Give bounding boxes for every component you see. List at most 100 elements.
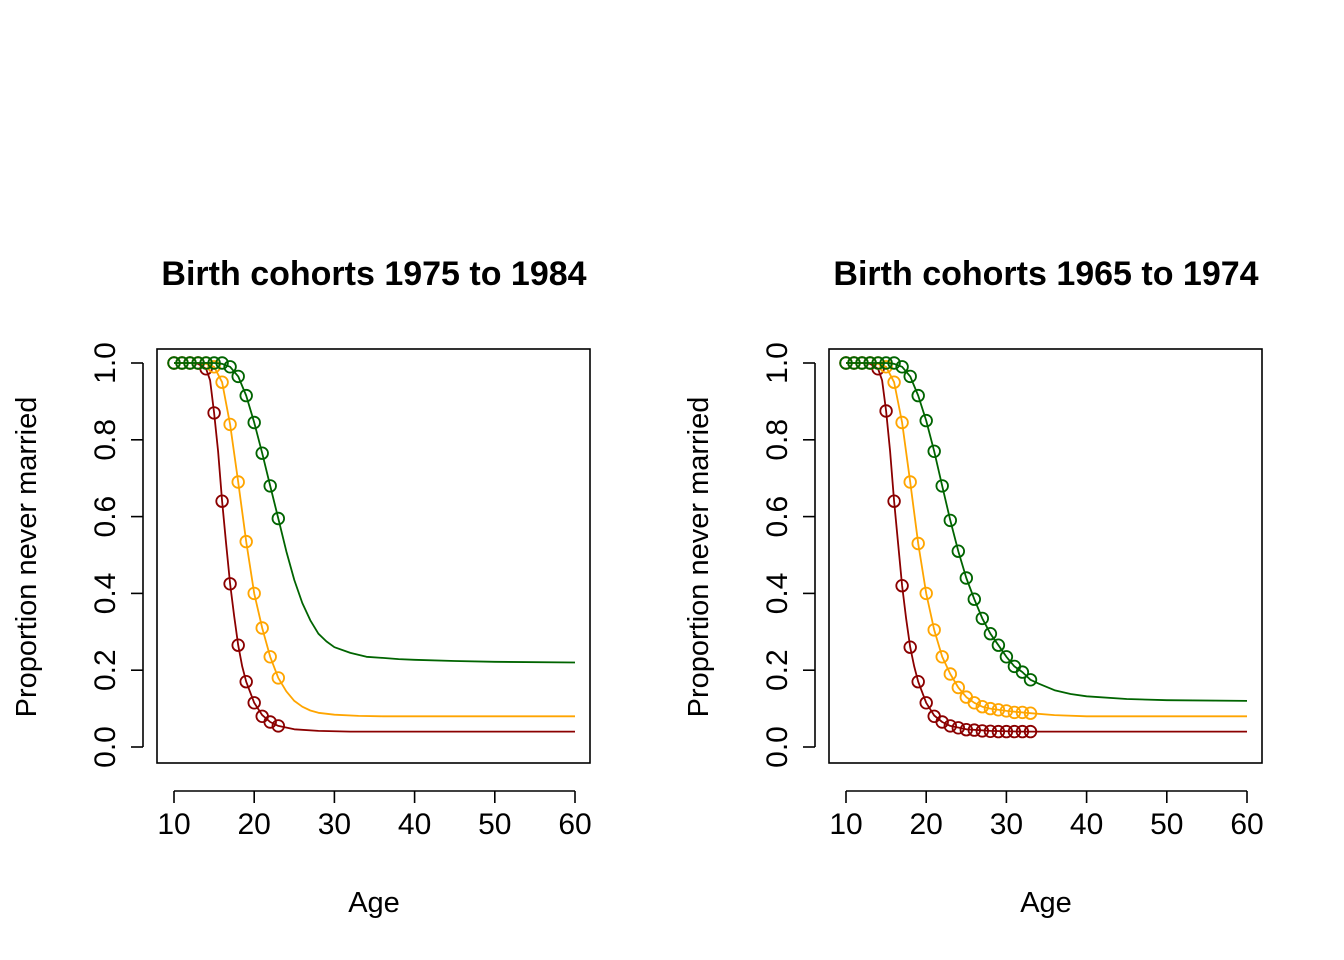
data-point-mid <box>271 671 286 685</box>
data-point-mid <box>1023 706 1038 720</box>
data-point-mid <box>903 475 917 489</box>
series-line-dark <box>174 362 575 733</box>
data-point-dark <box>959 723 974 737</box>
x-tick-label: 50 <box>1150 808 1183 841</box>
data-point-dark <box>983 724 998 739</box>
data-point-dark <box>223 577 237 591</box>
data-point-light <box>1015 665 1030 679</box>
data-point-light <box>951 544 966 558</box>
data-point-mid <box>207 360 221 374</box>
data-point-dark <box>975 724 990 738</box>
data-point-mid <box>895 415 909 430</box>
data-point-light <box>871 356 885 370</box>
data-point-dark <box>999 724 1014 739</box>
data-point-dark <box>951 721 966 735</box>
data-point-light <box>919 413 933 428</box>
x-tick-label: 10 <box>157 808 190 841</box>
data-point-light <box>943 513 958 528</box>
data-point-dark <box>247 696 261 710</box>
data-point-light <box>175 356 189 370</box>
x-tick-label: 10 <box>829 808 862 841</box>
data-point-mid <box>255 621 269 635</box>
data-point-light <box>271 511 286 526</box>
data-point-mid <box>967 696 982 710</box>
x-tick-label: 40 <box>1070 808 1103 841</box>
data-point-dark <box>935 715 949 729</box>
data-point-light <box>263 479 277 493</box>
series-line-light <box>846 362 1248 702</box>
data-point-dark <box>943 719 958 733</box>
data-point-light <box>231 369 245 384</box>
data-point-light <box>927 444 941 459</box>
x-axis-label: Age <box>1020 887 1072 919</box>
data-point-light <box>879 356 893 370</box>
data-point-dark <box>1007 724 1022 739</box>
data-point-light <box>967 592 982 606</box>
series-mid <box>839 356 1247 720</box>
series-line-mid <box>846 362 1247 718</box>
x-tick-label: 30 <box>318 808 351 841</box>
data-point-mid <box>247 586 261 601</box>
y-tick-label: 0.6 <box>761 496 794 538</box>
x-tick-label: 60 <box>558 808 591 841</box>
data-point-dark <box>263 715 277 729</box>
x-tick-label: 30 <box>990 808 1023 841</box>
data-point-light <box>255 446 269 460</box>
data-point-dark <box>895 579 909 593</box>
data-point-light <box>199 356 213 370</box>
chart-title: Birth cohorts 1965 to 1974 <box>833 255 1258 293</box>
data-point-mid <box>911 536 925 551</box>
data-point-dark <box>271 719 286 733</box>
data-point-light <box>215 356 229 370</box>
data-point-dark <box>207 406 221 420</box>
data-point-light <box>895 360 909 374</box>
data-point-mid <box>1015 705 1030 720</box>
x-tick-label: 20 <box>238 808 271 841</box>
chart-panel-2: Birth cohorts 1965 to 1974 10 20 30 40 50 60 Ag… <box>683 255 1264 919</box>
data-point-mid <box>1007 705 1022 720</box>
y-tick-label: 0.2 <box>89 649 122 691</box>
data-point-mid <box>983 701 998 716</box>
data-point-light <box>239 388 253 403</box>
x-tick-label: 50 <box>478 808 511 841</box>
data-point-dark <box>991 724 1006 739</box>
data-point-dark <box>255 709 269 724</box>
data-point-light <box>975 611 990 626</box>
data-point-mid <box>887 375 901 389</box>
data-point-dark <box>239 675 253 689</box>
data-point-dark <box>1023 724 1038 739</box>
data-point-light <box>167 356 181 370</box>
data-point-dark <box>967 723 982 737</box>
data-point-light <box>847 356 861 370</box>
data-point-dark <box>231 638 245 652</box>
data-point-dark <box>887 494 901 508</box>
data-point-mid <box>919 586 933 601</box>
data-point-dark <box>919 696 933 710</box>
data-point-light <box>991 638 1006 652</box>
data-point-mid <box>951 680 966 695</box>
data-point-dark <box>1015 724 1030 739</box>
data-point-mid <box>215 375 229 389</box>
data-point-light <box>935 479 949 493</box>
data-point-light <box>999 650 1014 664</box>
chart-panel-1: Birth cohorts 1975 to 1984 10 20 30 40 50 60 Ag… <box>11 255 592 919</box>
data-point-light <box>983 627 998 641</box>
x-tick-label: 60 <box>1230 808 1263 841</box>
data-point-light <box>183 356 197 370</box>
x-tick-label: 20 <box>910 808 943 841</box>
data-point-light <box>959 571 974 585</box>
data-point-dark <box>215 494 229 508</box>
data-point-mid <box>999 704 1014 718</box>
y-axis-label: Proportion never married <box>11 397 43 718</box>
series-line-light <box>174 362 576 664</box>
series-line-mid <box>174 362 575 718</box>
data-point-dark <box>903 640 917 654</box>
data-point-mid <box>943 667 958 681</box>
y-axis-label: Proportion never married <box>683 397 715 718</box>
data-point-mid <box>231 475 245 489</box>
data-point-dark <box>911 675 925 689</box>
data-point-mid <box>991 703 1006 717</box>
y-tick-label: 0.0 <box>89 726 122 768</box>
data-point-light <box>887 356 901 370</box>
y-tick-label: 0.8 <box>89 419 122 461</box>
